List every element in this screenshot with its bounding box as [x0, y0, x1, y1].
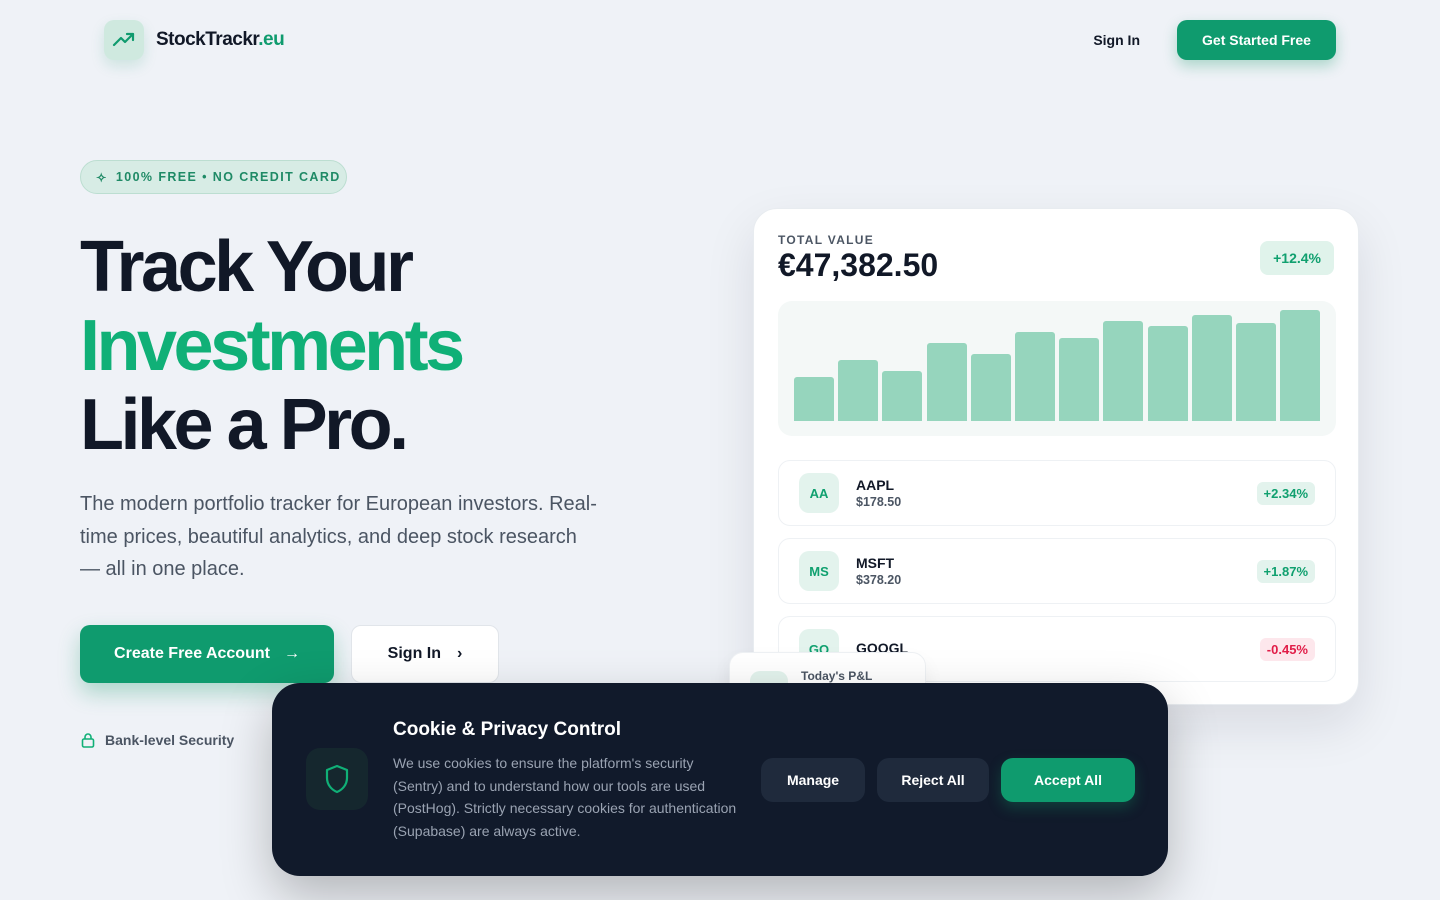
feature-security: Bank-level Security	[80, 732, 234, 748]
stock-symbol: AAPL	[856, 477, 895, 493]
stock-change-badge: +1.87%	[1256, 559, 1315, 583]
stock-row[interactable]: MS MSFT $378.20 +1.87%	[778, 538, 1336, 604]
cookie-description: We use cookies to ensure the platform's …	[393, 755, 737, 840]
chart-bar	[1280, 310, 1321, 421]
chart-bar	[1236, 323, 1276, 421]
sign-in-button[interactable]: Sign In ›	[351, 625, 499, 683]
hero-title: Track Your Investments Like a Pro.	[80, 227, 465, 465]
portfolio-card: TOTAL VALUE €47,382.50 +12.4% AA AAPL $178…	[753, 208, 1359, 705]
stock-change-badge: -0.45%	[1259, 637, 1315, 661]
cookie-banner: Cookie & Privacy Control We use cookies …	[272, 683, 1168, 876]
logo-icon[interactable]	[104, 20, 144, 60]
chart-bar	[1191, 315, 1232, 421]
title-line-2: Investments	[80, 306, 465, 386]
hero-subtitle: The modern portfolio tracker for Europea…	[80, 493, 597, 580]
chart-bar	[794, 377, 834, 421]
chart-bar	[882, 371, 923, 421]
total-value: €47,382.50	[778, 247, 939, 283]
free-badge: ✧ 100% FREE • NO CREDIT CARD	[80, 160, 347, 194]
sign-in-label: Sign In	[387, 645, 441, 662]
manage-cookies-button[interactable]: Manage	[761, 758, 865, 802]
stock-change-badge: +2.34%	[1256, 481, 1315, 505]
accept-all-button[interactable]: Accept All	[1001, 758, 1135, 802]
chart-bar	[1103, 321, 1144, 421]
create-account-label: Create Free Account	[114, 645, 270, 662]
get-started-button[interactable]: Get Started Free	[1177, 20, 1336, 60]
chart-bar	[1015, 332, 1055, 421]
total-change-badge: +12.4%	[1260, 241, 1334, 275]
reject-all-button[interactable]: Reject All	[877, 758, 989, 802]
cookie-title: Cookie & Privacy Control	[393, 719, 622, 740]
stock-info: AAPL $178.50	[839, 477, 901, 509]
title-line-1: Track Your	[80, 227, 414, 307]
stock-info: MSFT $378.20	[839, 555, 901, 587]
chart-bar	[838, 360, 879, 421]
stock-avatar: AA	[799, 473, 839, 513]
chart-bar	[1059, 338, 1100, 421]
brand-tld: .eu	[258, 29, 285, 50]
chart-bar	[926, 343, 967, 421]
nav-sign-in-link[interactable]: Sign In	[1093, 32, 1140, 48]
title-line-3: Like a Pro.	[80, 385, 409, 465]
stock-price: $178.50	[856, 495, 902, 509]
lock-icon	[81, 733, 95, 748]
chevron-right-icon: ›	[457, 645, 463, 662]
badge-text: 100% FREE • NO CREDIT CARD	[115, 170, 341, 184]
stock-row[interactable]: AA AAPL $178.50 +2.34%	[778, 460, 1336, 526]
stock-symbol: MSFT	[856, 555, 895, 571]
arrow-right-icon: →	[283, 645, 300, 662]
chart-bar	[1147, 326, 1188, 421]
shield-icon	[306, 748, 368, 810]
top-nav: StockTrackr.eu Sign In Get Started Free	[104, 20, 1336, 60]
stock-avatar: MS	[799, 551, 839, 591]
create-account-button[interactable]: Create Free Account →	[80, 625, 334, 683]
stock-price: $378.20	[856, 573, 902, 587]
feature-label: Bank-level Security	[105, 732, 235, 748]
chart-bar	[970, 354, 1011, 421]
pnl-label: Today's P&L	[801, 669, 873, 683]
sparkles-icon: ✧	[96, 170, 108, 185]
total-value-label: TOTAL VALUE	[778, 233, 875, 247]
brand-logo[interactable]: StockTrackr.eu	[156, 29, 285, 51]
portfolio-bar-chart	[778, 301, 1336, 436]
brand-name: StockTrackr	[156, 29, 259, 50]
